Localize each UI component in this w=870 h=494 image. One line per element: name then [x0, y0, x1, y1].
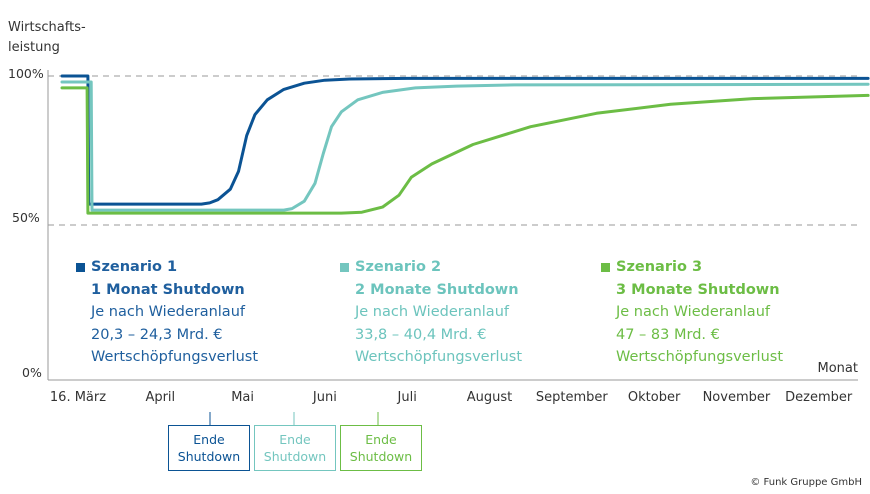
y-tick-50: 50%: [12, 210, 40, 225]
y-axis-label: Wirtschafts- leistung: [8, 20, 86, 55]
x-tick-label: 16. März: [49, 390, 107, 405]
x-tick-label: August: [466, 390, 513, 405]
series-line-1: [60, 74, 870, 206]
scenario-line-3: Wertschöpfungsverlust: [355, 349, 523, 365]
end-box-line-2: Shutdown: [349, 449, 413, 464]
x-tick-label: Mai: [231, 390, 254, 405]
x-tick-label: September: [535, 390, 608, 405]
x-tick-label: Dezember: [785, 390, 853, 405]
scenario-name: Szenario 3: [601, 256, 783, 279]
scenario-name-text: Szenario 3: [616, 259, 703, 275]
scenario-line-1: Je nach Wiederanlauf: [616, 304, 770, 320]
legend-swatch: [601, 262, 610, 272]
end-shutdown-box-1: Ende Shutdown: [168, 425, 250, 471]
series-line-3: [60, 86, 870, 215]
scenario-name-text: Szenario 1: [91, 259, 178, 275]
series-line-2: [60, 80, 870, 212]
legend-swatch: [76, 262, 85, 272]
x-tick-label: Oktober: [627, 390, 681, 405]
legend-swatch: [340, 262, 349, 272]
end-box-line-2: Shutdown: [177, 449, 241, 464]
scenario-name-text: Szenario 2: [355, 259, 442, 275]
scenario-block-2: Szenario 2 2 Monate Shutdown Je nach Wiede…: [340, 256, 522, 369]
y-tick-0: 0%: [22, 365, 42, 380]
end-shutdown-connectors: [209, 412, 379, 425]
end-box-line-2: Shutdown: [263, 449, 327, 464]
end-box-line-1: Ende: [193, 432, 225, 447]
end-shutdown-box-2: Ende Shutdown: [254, 425, 336, 471]
scenario-name: Szenario 1: [76, 256, 258, 279]
scenario-title: 3 Monate Shutdown: [616, 281, 780, 298]
scenario-block-3: Szenario 3 3 Monate Shutdown Je nach Wiede…: [601, 256, 783, 369]
series-lines: [60, 74, 870, 215]
grid-lines: [48, 75, 858, 226]
x-tick-label: Juni: [312, 390, 337, 405]
scenario-line-1: Je nach Wiederanlauf: [355, 304, 509, 320]
x-axis-label: Monat: [817, 361, 858, 376]
scenario-block-1: Szenario 1 1 Monat Shutdown Je nach Wieder…: [76, 256, 258, 369]
x-tick-label: Juli: [397, 390, 417, 405]
copyright-credit: © Funk Gruppe GmbH: [750, 477, 862, 488]
y-tick-100: 100%: [8, 66, 44, 81]
scenario-line-2: 33,8 – 40,4 Mrd. €: [355, 326, 487, 343]
scenario-name: Szenario 2: [340, 256, 522, 279]
axes: [47, 70, 858, 381]
end-box-line-1: Ende: [365, 432, 397, 447]
end-box-line-1: Ende: [279, 432, 311, 447]
scenario-line-2: 47 – 83 Mrd. €: [616, 326, 720, 343]
scenario-line-3: Wertschöpfungsverlust: [616, 349, 784, 365]
scenario-line-1: Je nach Wiederanlauf: [91, 304, 245, 320]
x-tick-label: April: [145, 390, 176, 405]
scenario-title: 2 Monate Shutdown: [355, 281, 519, 298]
scenario-title: 1 Monat Shutdown: [91, 281, 245, 298]
x-tick-label: November: [702, 390, 771, 405]
scenario-line-3: Wertschöpfungsverlust: [91, 349, 259, 365]
scenario-line-2: 20,3 – 24,3 Mrd. €: [91, 326, 223, 343]
end-shutdown-box-3: Ende Shutdown: [340, 425, 422, 471]
